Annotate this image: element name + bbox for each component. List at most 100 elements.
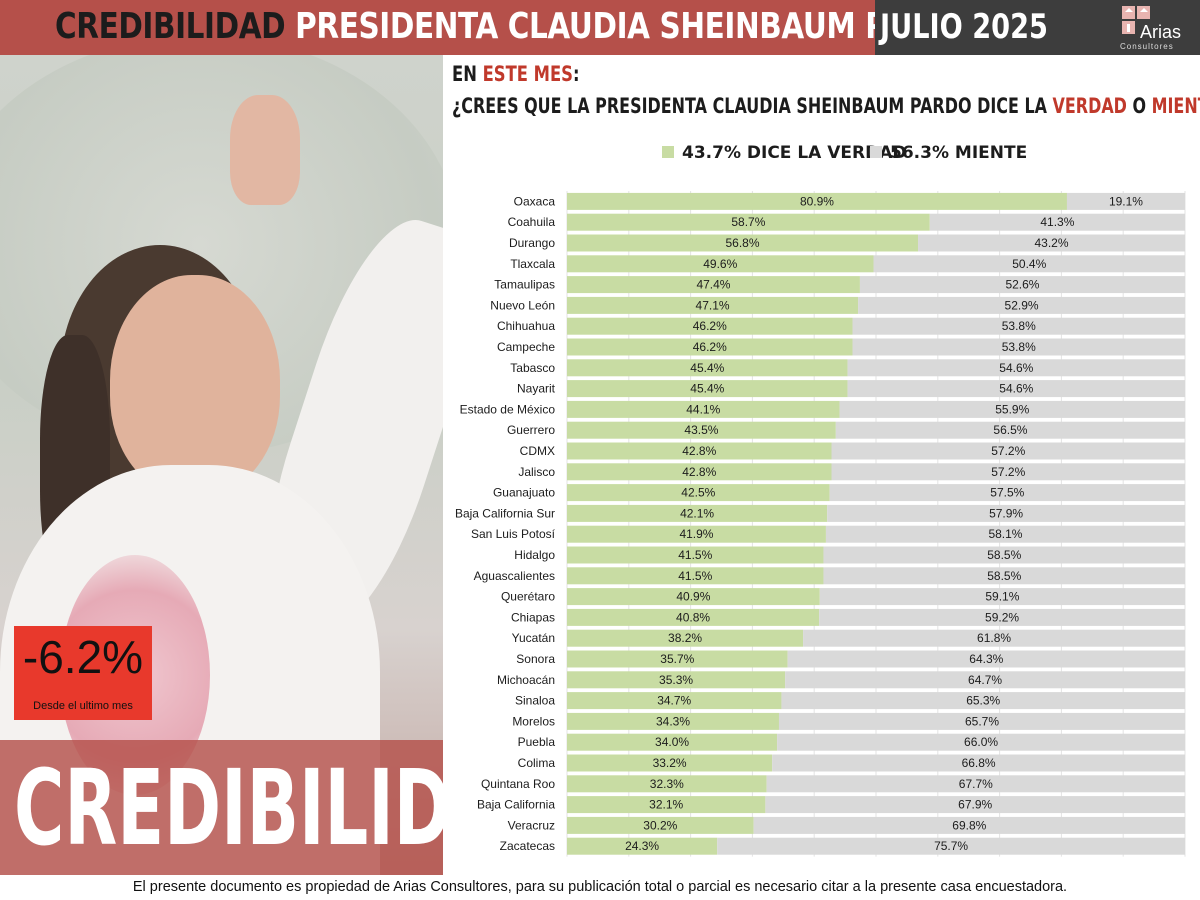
data-label-miente: 54.6% [999, 361, 1033, 375]
data-label-verdad: 34.7% [657, 694, 691, 708]
bar-miente [835, 421, 1185, 439]
question-line1-suffix: : [572, 62, 580, 86]
bar-verdad [567, 421, 836, 439]
bar-verdad [567, 754, 773, 772]
legend-miente-swatch [870, 145, 882, 158]
data-label-verdad: 33.2% [653, 756, 687, 770]
data-label-verdad: 32.1% [649, 798, 683, 812]
bar-verdad [567, 463, 832, 481]
category-label: Querétaro [501, 590, 555, 604]
header-bar [0, 0, 875, 55]
data-label-verdad: 40.8% [676, 610, 710, 624]
category-label: Jalisco [518, 465, 555, 479]
data-label-miente: 19.1% [1109, 194, 1143, 208]
data-label-miente: 57.9% [989, 506, 1023, 520]
bar-miente [858, 296, 1185, 314]
data-label-verdad: 47.1% [696, 298, 730, 312]
category-label: Estado de México [460, 402, 556, 416]
bar-verdad [567, 546, 824, 564]
data-label-miente: 59.2% [985, 610, 1019, 624]
question-verdad: VERDAD [1052, 94, 1127, 118]
data-label-verdad: 32.3% [650, 777, 684, 791]
bar-miente [847, 359, 1185, 377]
photo-face [110, 275, 280, 495]
bar-verdad [567, 525, 826, 543]
bar-miente [777, 733, 1185, 751]
category-label: Yucatán [512, 631, 555, 645]
data-label-verdad: 49.6% [703, 257, 737, 271]
category-label: Baja California [477, 798, 555, 812]
data-label-verdad: 38.2% [668, 631, 702, 645]
data-label-verdad: 44.1% [686, 402, 720, 416]
legend-verdad: 43.7% DICE LA VERDAD [662, 143, 907, 163]
photo-arm [230, 95, 300, 205]
category-label: Guanajuato [493, 486, 555, 500]
bar-verdad [567, 255, 874, 273]
bar-miente [803, 629, 1185, 647]
bar-verdad [567, 629, 804, 647]
bar-verdad [567, 692, 782, 710]
data-label-verdad: 47.4% [696, 278, 730, 292]
category-label: Guerrero [507, 423, 555, 437]
change-badge: -6.2% Desde el ultimo mes [14, 626, 152, 720]
bar-miente [839, 400, 1185, 418]
bar-verdad [567, 400, 840, 418]
bar-miente [831, 442, 1185, 460]
bar-miente [1066, 192, 1185, 210]
panel-word-band: CREDIBILIDAD [0, 740, 561, 875]
bar-verdad [567, 733, 778, 751]
bar-miente [819, 588, 1185, 606]
question-line1: EN ESTE MES: [452, 62, 580, 86]
legend-miente-label: 56.3% MIENTE [890, 143, 1028, 163]
data-label-miente: 41.3% [1040, 215, 1074, 229]
bar-miente [825, 525, 1185, 543]
data-label-verdad: 34.3% [656, 714, 690, 728]
month-label: JULIO 2025 [880, 7, 1048, 47]
bar-miente [819, 608, 1185, 626]
panel-word: CREDIBILIDAD [14, 747, 561, 869]
data-label-miente: 58.5% [987, 548, 1021, 562]
bar-verdad [567, 567, 824, 585]
bar-chart: Oaxaca 80.9% 19.1% Coahuila 58.7% 41.3% Durang… [455, 191, 1186, 857]
category-label: San Luis Potosí [471, 527, 556, 541]
logo-subtitle: Consultores [1120, 42, 1174, 51]
bar-miente [873, 255, 1185, 273]
data-label-miente: 53.8% [1002, 319, 1036, 333]
bar-verdad [567, 816, 754, 834]
data-label-verdad: 45.4% [690, 382, 724, 396]
data-label-miente: 64.7% [968, 673, 1002, 687]
data-label-verdad: 35.3% [659, 673, 693, 687]
bar-miente [823, 567, 1185, 585]
bar-miente [778, 712, 1185, 730]
bar-verdad [567, 796, 766, 814]
category-label: Nayarit [517, 382, 556, 396]
bar-verdad [567, 484, 830, 502]
data-label-miente: 66.8% [962, 756, 996, 770]
data-label-miente: 75.7% [934, 839, 968, 853]
data-label-miente: 57.2% [991, 465, 1025, 479]
category-label: Nuevo León [490, 298, 555, 312]
data-label-miente: 66.0% [964, 735, 998, 749]
data-label-verdad: 80.9% [800, 194, 834, 208]
bar-verdad [567, 338, 853, 356]
bar-verdad [567, 504, 828, 522]
question-line2-prefix: ¿CREES QUE LA PRESIDENTA CLAUDIA SHEINBA… [452, 94, 1047, 118]
data-label-miente: 67.7% [959, 777, 993, 791]
data-label-miente: 57.5% [990, 486, 1024, 500]
bar-miente [929, 213, 1185, 231]
data-label-miente: 57.2% [991, 444, 1025, 458]
data-label-verdad: 45.4% [690, 361, 724, 375]
change-value: -6.2% [22, 631, 144, 683]
category-label: Durango [509, 236, 555, 250]
category-label: Colima [518, 756, 556, 770]
page-title: CREDIBILIDAD PRESIDENTA CLAUDIA SHEINBAU… [55, 4, 978, 50]
data-label-miente: 64.3% [969, 652, 1003, 666]
category-label: Michoacán [497, 673, 555, 687]
bar-verdad [567, 442, 832, 460]
category-label: Veracruz [508, 818, 555, 832]
data-label-miente: 61.8% [977, 631, 1011, 645]
bar-miente [827, 504, 1185, 522]
bar-verdad [567, 296, 859, 314]
question-line2-mid: O [1132, 94, 1147, 118]
bar-miente [753, 816, 1185, 834]
